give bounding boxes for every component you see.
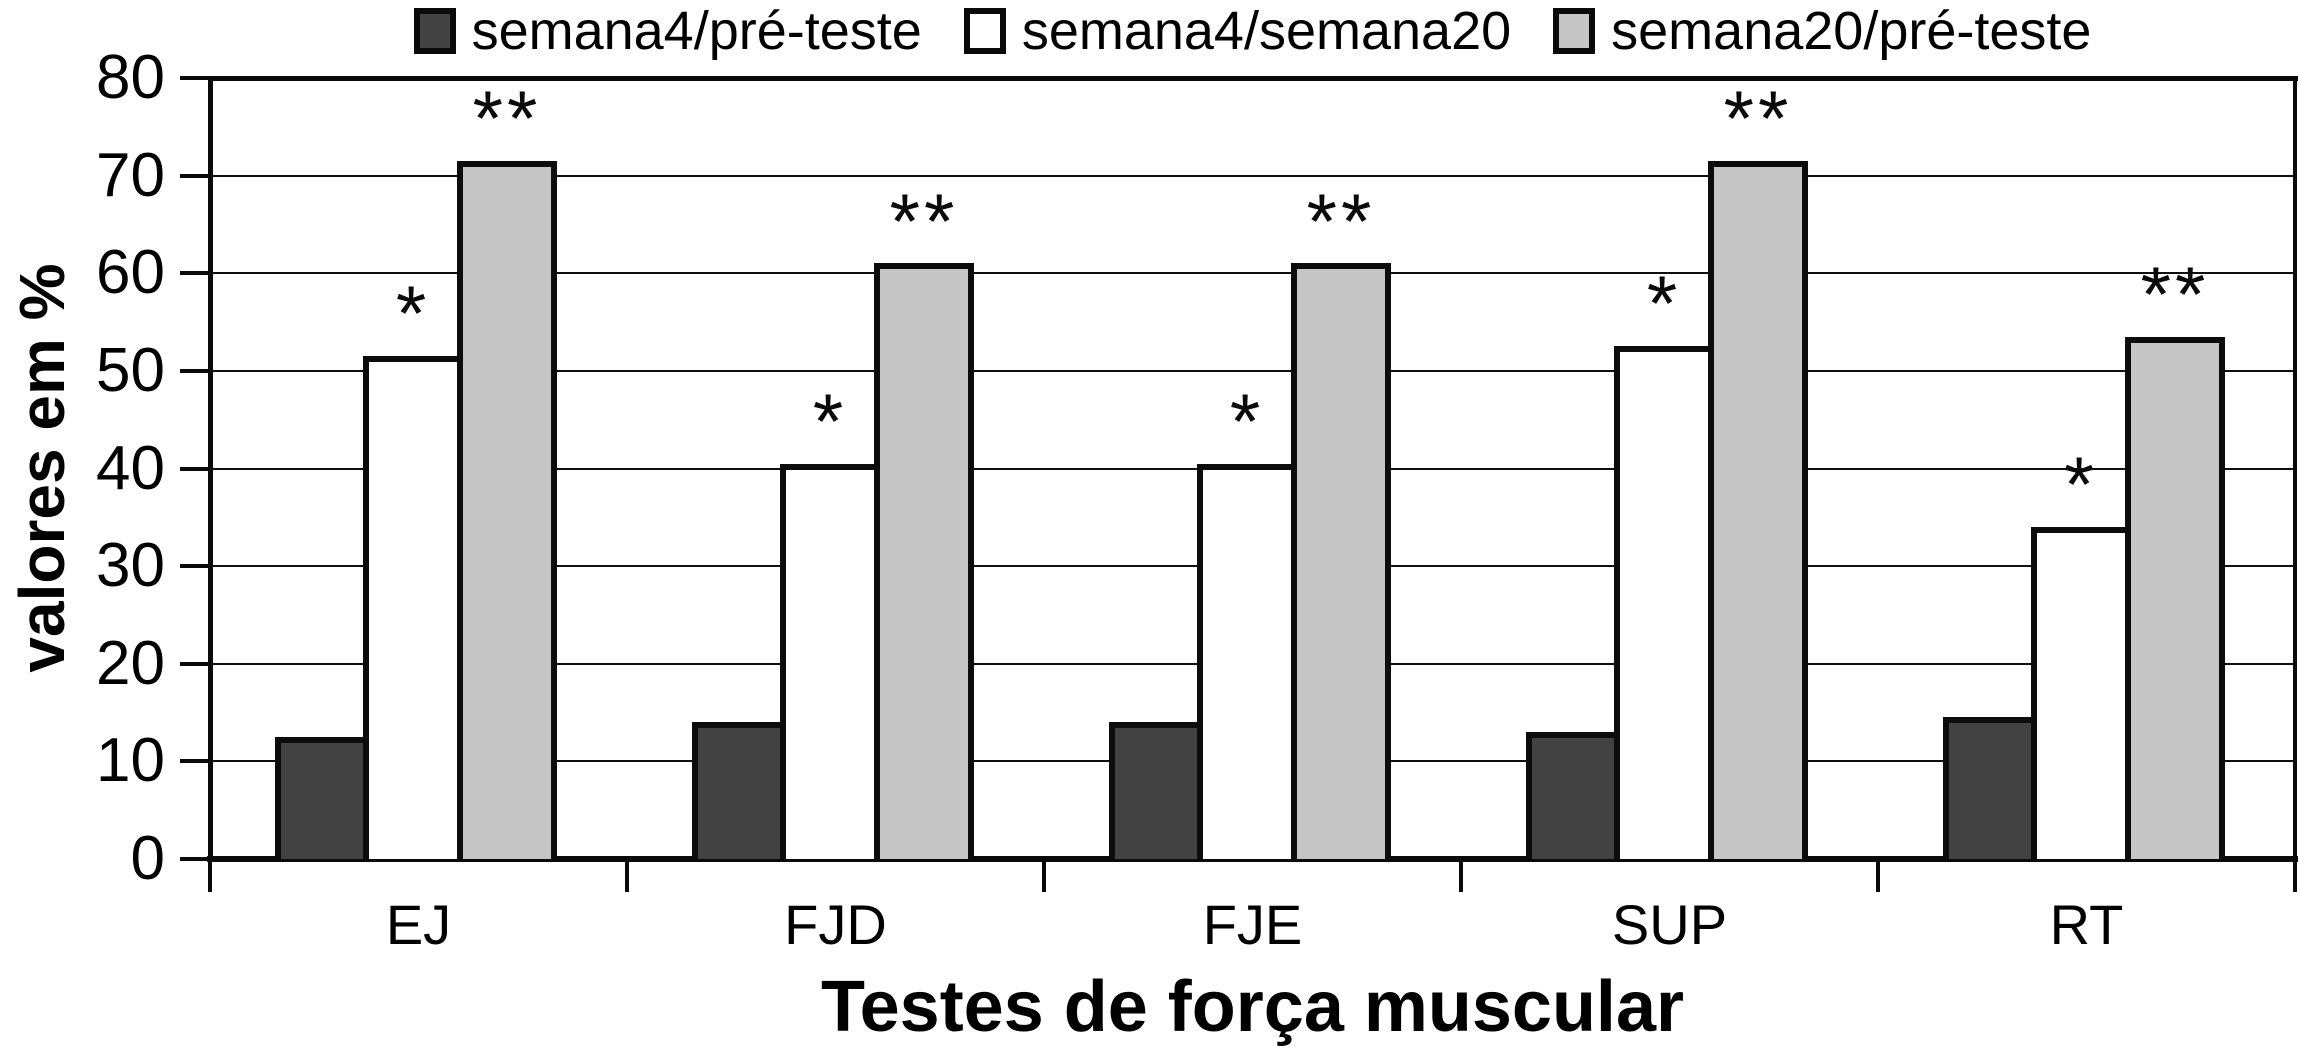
y-axis-tick [180,857,208,861]
y-tick-label: 20 [96,628,165,698]
y-tick-label: 0 [130,824,165,893]
y-tick-label: 40 [96,433,165,503]
y-axis-tick [180,271,208,276]
bar-FJD-series2 [780,464,880,859]
bar-RT-series3 [2125,337,2225,859]
legend-item: semana4/pré-teste [413,1,922,61]
legend-label: semana20/pré-teste [1611,1,2092,61]
y-tick-label: 60 [96,238,165,308]
bar-FJE-series2 [1197,464,1297,859]
bar-FJD-series3 [874,263,974,859]
y-tick-label: 10 [96,726,165,796]
x-axis-title: Testes de força muscular [820,967,1684,1047]
legend-swatch-2 [963,8,1006,54]
y-axis-tick [180,759,208,764]
legend: semana4/pré-teste semana4/semana20 semana2… [210,2,2295,60]
x-category-label-FJD: FJD [784,893,887,956]
significance-marker: * [395,269,431,358]
y-axis-tick [180,368,208,373]
bar-EJ-series1 [275,737,369,859]
x-axis-tick [1042,862,1046,892]
y-axis-tick [180,564,208,569]
legend-item: semana20/pré-teste [1553,4,2091,58]
x-category-label-RT: RT [2049,893,2124,956]
gridline-70 [210,174,2295,177]
legend-label: semana4/semana20 [1021,1,1512,61]
significance-marker: * [1646,259,1682,348]
y-axis-tick [180,661,208,666]
bar-RT-series2 [2031,527,2131,859]
x-category-label-SUP: SUP [1611,893,1728,956]
legend-swatch-1 [413,8,456,54]
bar-EJ-series3 [457,161,557,859]
significance-marker: * [812,376,848,465]
x-axis-tick [2293,862,2297,892]
y-tick-label: 70 [96,140,165,210]
bar-EJ-series2 [363,356,463,859]
significance-marker: * [2063,440,2099,529]
x-category-label-FJE: FJE [1202,893,1303,956]
x-category-label-EJ: EJ [385,893,452,956]
y-axis-tick [180,466,208,471]
gridline-60 [210,272,2295,275]
x-axis-line [207,856,2298,862]
significance-marker: ** [472,73,542,162]
significance-marker: ** [1306,176,1376,265]
bar-SUP-series2 [1614,346,1714,859]
y-axis-tick [180,173,208,178]
plot-area: * ** * ** * ** * ** * ** [180,73,2298,892]
x-axis-tick [625,862,629,892]
bar-SUP-series1 [1526,732,1620,859]
legend-item: semana4/semana20 [963,1,1512,61]
plot-top-border [208,76,2298,81]
y-tick-label: 50 [96,335,165,405]
y-tick-label: 80 [96,43,165,112]
legend-label: semana4/pré-teste [471,1,922,61]
significance-marker: ** [1723,73,1793,162]
significance-marker: * [1229,376,1265,465]
legend-swatch-3 [1553,8,1596,54]
x-axis-tick [208,862,212,892]
gridline-50 [210,369,2295,372]
bar-FJE-series1 [1109,722,1203,859]
bar-FJD-series1 [692,722,786,859]
x-axis-tick [1459,862,1463,892]
y-axis-tick [180,76,208,80]
bar-FJE-series3 [1291,263,1391,859]
significance-marker: ** [889,176,959,265]
significance-marker: ** [2140,249,2210,338]
plot-right-border [2293,76,2297,862]
bar-RT-series1 [1943,717,2037,859]
x-axis-tick [1876,862,1880,892]
y-tick-label: 30 [96,531,165,601]
bar-SUP-series3 [1708,161,1808,859]
